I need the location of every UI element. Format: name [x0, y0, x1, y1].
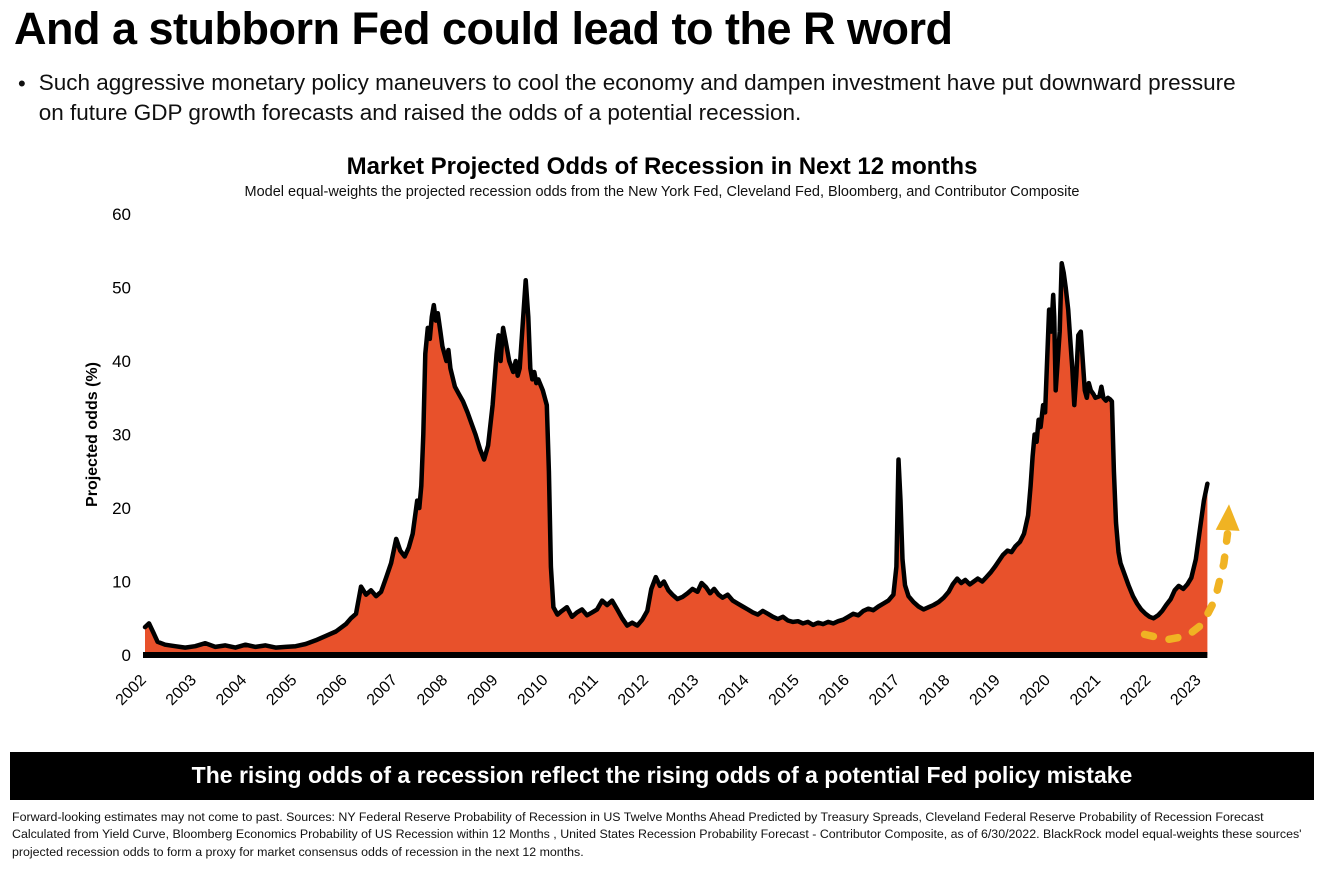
- trend-arrow-line: [1140, 529, 1232, 644]
- x-tick-label: 2018: [916, 672, 953, 709]
- x-tick-label: 2020: [1017, 672, 1054, 709]
- area-outline: [142, 260, 1210, 650]
- bullet-item: • Such aggressive monetary policy maneuv…: [18, 68, 1264, 129]
- source-footnote: Forward-looking estimates may not come t…: [12, 809, 1302, 859]
- bullet-text: Such aggressive monetary policy maneuver…: [38, 69, 1236, 126]
- x-tick-label: 2002: [113, 672, 150, 709]
- y-tick-label: 50: [112, 278, 131, 297]
- x-tick-label: 2021: [1067, 672, 1104, 709]
- x-tick-label: 2003: [163, 672, 200, 709]
- chart-title: Market Projected Odds of Recession in Ne…: [346, 152, 978, 180]
- area-fill: [145, 263, 1208, 655]
- trend-arrow-head-icon: [1215, 504, 1240, 531]
- x-tick-label: 2019: [967, 672, 1004, 709]
- chart-subtitle: Model equal-weights the projected recess…: [244, 183, 1080, 200]
- y-axis-label: Projected odds (%): [84, 362, 101, 507]
- page-title: And a stubborn Fed could lead to the R w…: [14, 3, 953, 54]
- x-tick-label: 2015: [766, 672, 803, 709]
- x-tick-label: 2007: [364, 672, 401, 709]
- x-tick-label: 2017: [866, 672, 903, 709]
- x-tick-label: 2009: [464, 672, 501, 709]
- x-tick-label: 2005: [263, 672, 300, 709]
- x-tick-label: 2022: [1117, 672, 1154, 709]
- x-tick-label: 2004: [213, 672, 250, 709]
- x-tick-label: 2014: [715, 672, 752, 709]
- bullet-icon: •: [18, 70, 26, 96]
- y-tick-label: 30: [112, 425, 131, 444]
- y-tick-label: 20: [112, 499, 131, 518]
- takeaway-banner: The rising odds of a recession reflect t…: [10, 751, 1314, 800]
- x-tick-label: 2008: [414, 672, 451, 709]
- y-tick-label: 0: [122, 646, 131, 665]
- x-tick-label: 2010: [514, 672, 551, 709]
- recession-odds-chart: 0 10 20 30 40 50 60 2002 2003 2004 2005 2006 2007 200…: [84, 205, 1240, 709]
- y-tick-label: 40: [112, 352, 131, 371]
- x-tick-label: 2016: [816, 672, 853, 709]
- x-tick-label: 2011: [566, 672, 602, 708]
- x-tick-label: 2013: [665, 672, 702, 709]
- y-tick-label: 60: [112, 205, 131, 224]
- slide: And a stubborn Fed could lead to the R w…: [0, 3, 1324, 861]
- y-tick-label: 10: [112, 572, 131, 591]
- x-tick-label: 2006: [314, 672, 351, 709]
- takeaway-banner-text: The rising odds of a recession reflect t…: [191, 761, 1133, 788]
- x-tick-label: 2023: [1167, 672, 1204, 709]
- x-tick-label: 2012: [615, 672, 652, 709]
